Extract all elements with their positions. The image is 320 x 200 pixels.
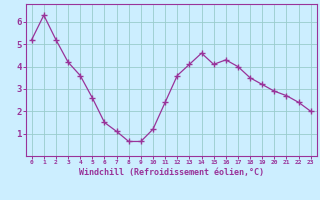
X-axis label: Windchill (Refroidissement éolien,°C): Windchill (Refroidissement éolien,°C): [79, 168, 264, 177]
